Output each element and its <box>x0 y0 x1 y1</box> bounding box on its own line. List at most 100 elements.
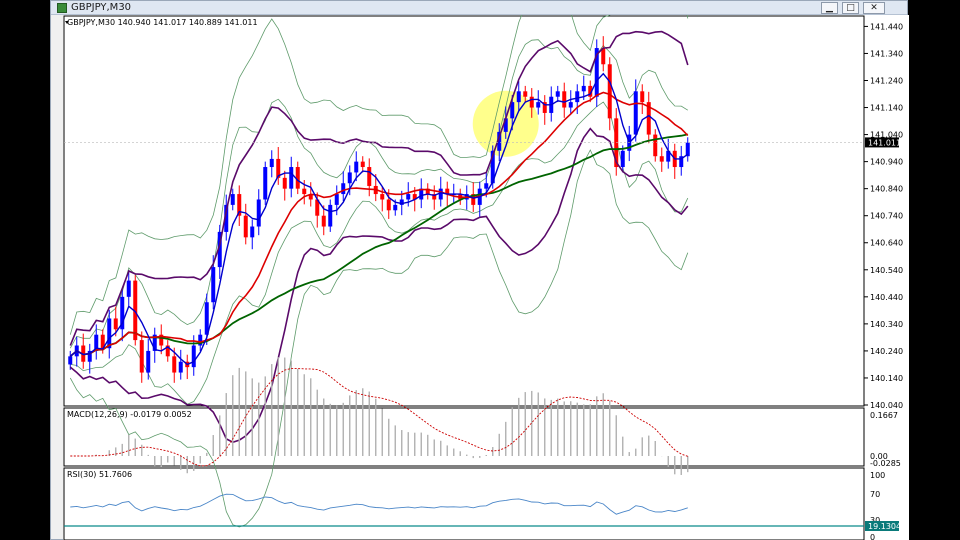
candle[interactable] <box>198 329 203 351</box>
candle[interactable] <box>289 156 294 198</box>
candle[interactable] <box>542 95 547 125</box>
candle[interactable] <box>263 161 268 205</box>
rsi-pane-label: RSI(30) 51.7606 <box>67 470 132 479</box>
candle-body <box>679 156 684 168</box>
candle[interactable] <box>659 147 664 172</box>
candle[interactable] <box>113 306 118 337</box>
price-tick-label: 140.340 <box>870 320 903 329</box>
candle[interactable] <box>562 82 567 118</box>
candle-body <box>328 204 333 227</box>
candle[interactable] <box>178 349 183 380</box>
macd-signal-line <box>70 367 688 467</box>
candle-body <box>256 199 261 227</box>
candle[interactable] <box>94 324 99 360</box>
candle[interactable] <box>87 343 92 374</box>
candle[interactable] <box>191 335 196 376</box>
pane-collapse-icon[interactable] <box>65 21 69 24</box>
candle[interactable] <box>230 188 235 211</box>
candle[interactable] <box>172 347 177 383</box>
candle-body <box>523 91 528 97</box>
maximize-button[interactable]: □ <box>842 2 859 14</box>
current-price-label: 141.011 <box>868 138 901 147</box>
price-tick-label: 140.940 <box>870 158 903 167</box>
bollinger-lower <box>69 127 689 444</box>
candle[interactable] <box>341 171 346 202</box>
candle[interactable] <box>536 90 541 115</box>
candle-body <box>601 48 606 65</box>
candle-body <box>107 318 112 349</box>
candle-body <box>399 199 404 205</box>
candle[interactable] <box>666 138 671 169</box>
candle[interactable] <box>432 185 437 210</box>
candle[interactable] <box>601 36 606 72</box>
candle[interactable] <box>575 84 580 115</box>
close-button[interactable]: ✕ <box>863 2 885 14</box>
candle[interactable] <box>568 90 573 115</box>
candle[interactable] <box>282 170 287 201</box>
rsi-value-label: 19.1304 <box>868 522 901 531</box>
candle[interactable] <box>276 147 281 185</box>
candle[interactable] <box>516 81 521 111</box>
candle[interactable] <box>503 106 508 139</box>
candle-body <box>204 302 209 335</box>
candle-body <box>211 267 216 303</box>
price-chart[interactable]: GBPJPY,M30 140.940 141.017 140.889 141.0… <box>63 15 909 540</box>
candle[interactable] <box>165 340 170 362</box>
candle[interactable] <box>360 156 365 173</box>
candle[interactable] <box>68 350 73 370</box>
candle[interactable] <box>588 80 593 103</box>
price-tick-label: 140.140 <box>870 374 903 383</box>
slow-moving-average <box>69 133 688 357</box>
candle[interactable] <box>354 151 359 182</box>
candle[interactable] <box>217 224 222 279</box>
candle-body <box>438 188 443 200</box>
candle[interactable] <box>256 189 261 236</box>
minimize-button[interactable]: ▁ <box>821 2 838 14</box>
candle-body <box>685 142 690 157</box>
candle-body <box>269 158 274 168</box>
candle[interactable] <box>646 91 651 144</box>
candle[interactable] <box>159 324 164 355</box>
candle[interactable] <box>523 85 528 103</box>
candle[interactable] <box>146 339 151 380</box>
candle[interactable] <box>679 145 684 176</box>
candle[interactable] <box>653 129 658 162</box>
candle[interactable] <box>107 309 112 359</box>
candle[interactable] <box>243 203 248 245</box>
candle-body <box>536 102 541 108</box>
candle[interactable] <box>269 150 274 178</box>
candle[interactable] <box>555 85 560 103</box>
candle[interactable] <box>120 289 125 342</box>
candle[interactable] <box>152 327 157 363</box>
candle[interactable] <box>425 183 430 200</box>
macd-pane-frame <box>63 407 865 467</box>
fast-moving-average <box>69 72 689 366</box>
candle[interactable] <box>250 219 255 250</box>
candle-body <box>633 91 638 135</box>
candle-body <box>263 167 268 200</box>
candle[interactable] <box>640 84 645 115</box>
candle[interactable] <box>224 194 229 241</box>
candle[interactable] <box>126 270 131 306</box>
rsi-pane-frame <box>63 467 865 540</box>
candle-body <box>484 183 489 189</box>
candle[interactable] <box>581 75 586 100</box>
candle[interactable] <box>529 88 534 118</box>
candle[interactable] <box>685 137 690 162</box>
candle-body <box>282 177 287 189</box>
candle[interactable] <box>620 145 625 173</box>
candle[interactable] <box>419 178 424 209</box>
title-bar[interactable]: GBPJPY,M30 ▁ □ ✕ <box>51 1 907 15</box>
candle-body <box>133 280 138 341</box>
candle[interactable] <box>321 205 326 236</box>
candle[interactable] <box>295 161 300 195</box>
candle-body <box>139 340 144 373</box>
candle-body <box>640 91 645 103</box>
candle[interactable] <box>497 123 502 162</box>
candle[interactable] <box>237 185 242 226</box>
chart-area[interactable]: GBPJPY,M30 140.940 141.017 140.889 141.0… <box>63 15 909 540</box>
candle[interactable] <box>139 331 144 383</box>
candle[interactable] <box>633 79 638 142</box>
candle[interactable] <box>328 199 333 232</box>
rsi-tick-label: 70 <box>870 490 880 499</box>
